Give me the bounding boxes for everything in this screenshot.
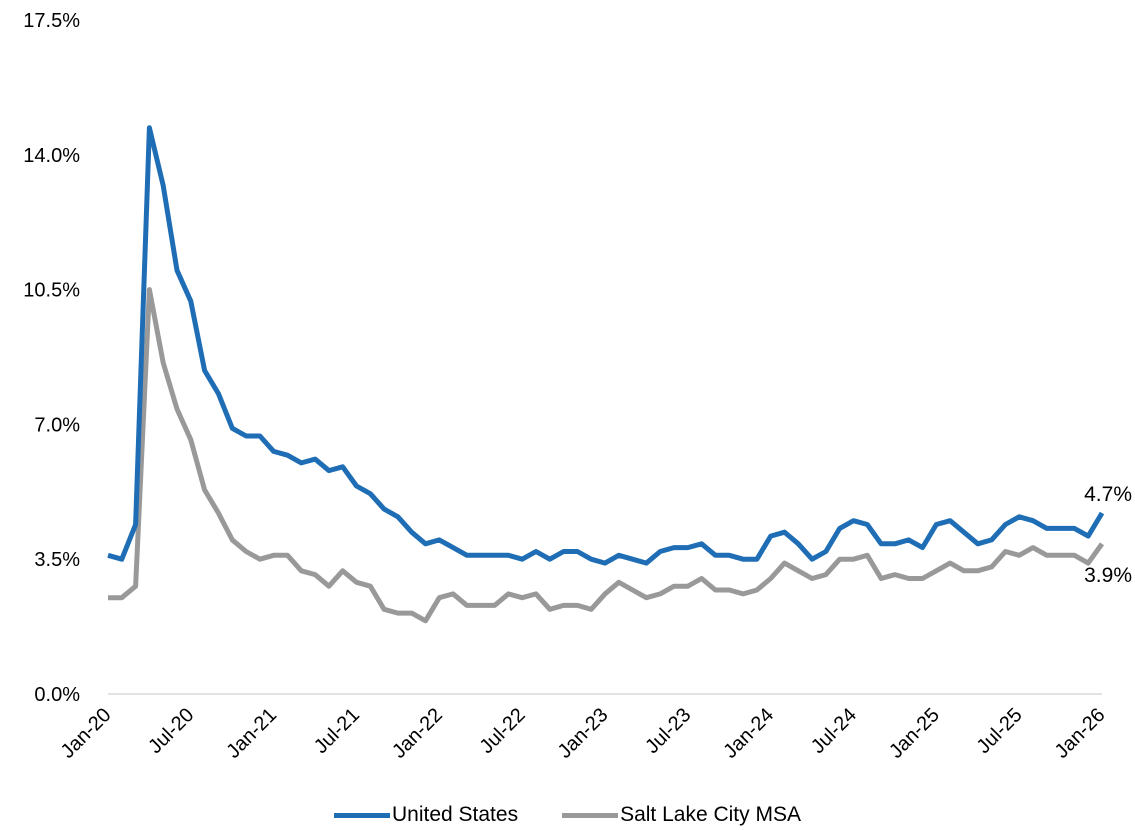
- legend: United States Salt Lake City MSA: [0, 800, 1135, 830]
- end-label-salt-lake-city-msa: 3.9%: [1084, 564, 1132, 587]
- legend-label-salt-lake-city-msa: Salt Lake City MSA: [620, 803, 801, 826]
- series-line-salt-lake-city-msa: [108, 287, 1105, 624]
- x-tick-label: Jan-20: [57, 704, 116, 763]
- x-tick-label: Jan-26: [1051, 704, 1110, 763]
- series-line-united-states: [107, 125, 1105, 566]
- y-tick-label: 7.0%: [34, 414, 80, 436]
- x-tick-label: Jan-22: [388, 704, 447, 763]
- y-tick-label: 14.0%: [23, 145, 80, 167]
- x-tick-label: Jul-20: [144, 704, 198, 758]
- x-tick-label: Jul-22: [476, 704, 530, 758]
- legend-swatch-united-states: [334, 812, 390, 818]
- x-tick-label: Jan-25: [885, 704, 944, 763]
- x-tick-label: Jul-24: [807, 704, 861, 758]
- legend-swatch-salt-lake-city-msa: [562, 812, 619, 818]
- x-tick-label: Jan-24: [719, 704, 778, 763]
- x-tick-label: Jul-25: [973, 704, 1027, 758]
- x-tick-label: Jul-23: [641, 704, 695, 758]
- y-tick-label: 10.5%: [23, 280, 80, 302]
- legend-label-united-states: United States: [392, 803, 519, 826]
- y-tick-label: 3.5%: [34, 549, 80, 571]
- chart-canvas: 0.0% 3.5% 7.0% 10.5% 14.0% 17.5% Jan-20 Jul-20 J…: [23, 10, 1132, 763]
- y-tick-label: 17.5%: [23, 10, 80, 32]
- x-tick-label: Jan-21: [222, 704, 281, 763]
- end-label-united-states: 4.7%: [1084, 483, 1132, 506]
- x-tick-label: Jul-21: [310, 704, 364, 758]
- y-tick-label: 0.0%: [34, 684, 80, 706]
- x-tick-label: Jan-23: [554, 704, 613, 763]
- legend-item-united-states: United States: [334, 803, 518, 827]
- legend-item-salt-lake-city-msa: Salt Lake City MSA: [562, 803, 801, 827]
